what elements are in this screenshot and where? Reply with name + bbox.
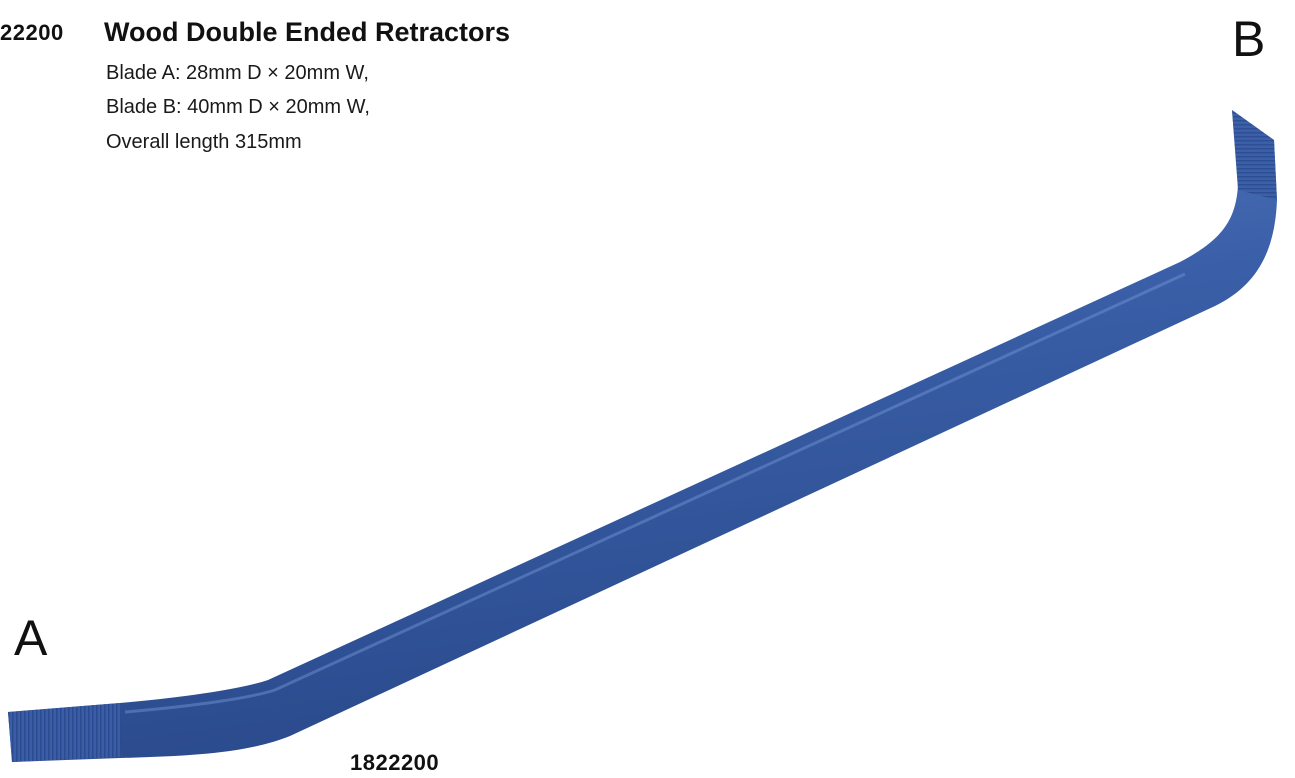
blade-b-serration	[1232, 110, 1277, 200]
blade-a-serration	[8, 703, 122, 762]
spec-blade-b: Blade B: 40mm D × 20mm W,	[106, 96, 370, 118]
end-b-label: B	[1232, 11, 1266, 67]
product-code-top: 22200	[0, 20, 64, 45]
product-code-bottom: 1822200	[350, 750, 440, 775]
spec-overall-length: Overall length 315mm	[106, 131, 302, 153]
shaft-highlight	[124, 272, 1186, 714]
product-title: Wood Double Ended Retractors	[104, 17, 511, 47]
end-a-label: A	[14, 610, 48, 666]
retractor-body	[8, 110, 1277, 762]
spec-blade-a: Blade A: 28mm D × 20mm W,	[106, 62, 369, 84]
